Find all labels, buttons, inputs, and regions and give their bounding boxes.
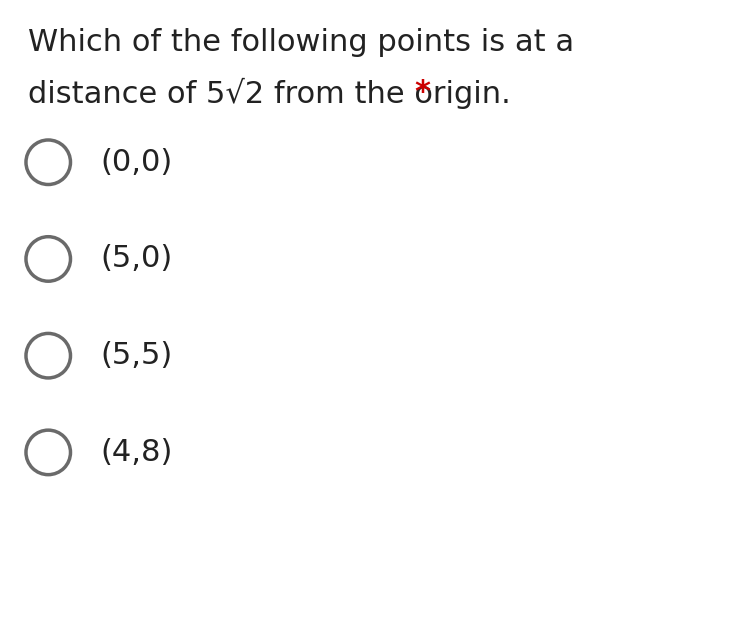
Text: (4,8): (4,8) — [100, 438, 173, 467]
Text: distance of 5√2 from the origin. *: distance of 5√2 from the origin. * — [28, 78, 536, 109]
Text: distance of 5√2 from the origin.: distance of 5√2 from the origin. — [28, 78, 511, 109]
Text: (5,0): (5,0) — [100, 245, 172, 273]
Text: (5,5): (5,5) — [100, 341, 172, 370]
Text: *: * — [414, 78, 430, 107]
Text: (0,0): (0,0) — [100, 148, 172, 177]
Text: Which of the following points is at a: Which of the following points is at a — [28, 28, 574, 57]
